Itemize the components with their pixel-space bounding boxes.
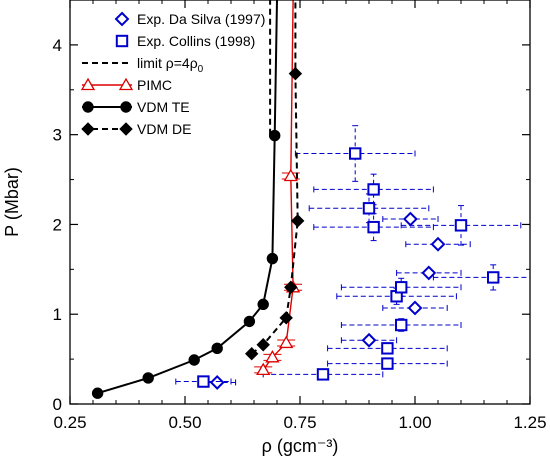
legend-entry-vdmte: VDM TE	[82, 99, 190, 115]
legend-entry-pimc: PIMC	[80, 77, 172, 93]
data-point-pimc-2	[279, 335, 294, 349]
data-point-collins-6	[395, 281, 408, 294]
data-point-vdmte-3	[211, 342, 223, 355]
plot-marks	[91, 0, 530, 399]
x-tick-label: 1.25	[513, 413, 546, 432]
legend: Exp. Da Silva (1997) Exp. Collins (1998) l…	[80, 11, 265, 137]
legend-label-subscript: 0	[198, 64, 204, 75]
series-collins	[175, 125, 530, 388]
data-point-collins-7	[487, 271, 500, 284]
y-tick-label: 3	[53, 126, 62, 145]
data-point-collins-3	[381, 342, 394, 355]
legend-label-limit: limit ρ=4ρ0	[137, 55, 204, 75]
series-vdmte	[91, 0, 281, 399]
data-point-pimc-1	[265, 350, 280, 363]
data-point-vdmde-5	[288, 66, 303, 81]
data-point-silva-2	[407, 300, 423, 316]
data-point-vdmde-3	[284, 280, 298, 294]
data-point-vdmde-4	[290, 214, 305, 228]
data-point-vdmde-2	[279, 311, 293, 325]
data-point-silva-0	[209, 375, 225, 390]
y-tick-label: 2	[53, 215, 62, 234]
data-point-collins-12	[349, 147, 362, 160]
data-point-collins-10	[362, 202, 376, 215]
legend-marker-collins	[115, 34, 129, 48]
data-point-collins-4	[395, 318, 408, 332]
legend-entry-collins: Exp. Collins (1998)	[115, 33, 255, 49]
legend-label-pimc: PIMC	[137, 77, 172, 93]
data-point-collins-2	[381, 357, 394, 370]
data-point-collins-9	[454, 219, 468, 232]
data-point-vdmte-6	[266, 252, 279, 265]
x-tick-label: 0.25	[53, 413, 86, 432]
data-point-vdmde-1	[256, 338, 270, 352]
legend-label-silva: Exp. Da Silva (1997)	[137, 11, 265, 27]
data-point-silva-3	[421, 265, 437, 281]
data-point-collins-1	[316, 368, 330, 381]
x-tick-label: 0.75	[283, 413, 316, 432]
x-axis-label: ρ (gcm⁻³)	[262, 436, 339, 456]
legend-entry-silva: Exp. Da Silva (1997)	[114, 11, 265, 27]
y-axis-label: P (Mbar)	[2, 167, 22, 237]
data-point-vdmte-5	[257, 298, 269, 311]
legend-marker-pimc	[80, 77, 96, 91]
data-point-collins-8	[367, 220, 380, 234]
legend-label-vdmde: VDM DE	[137, 121, 191, 137]
axis-ticks: 0.25 0.50 0.75 1.00 1.25 0 1 2 3 4	[53, 0, 547, 432]
y-tick-label: 1	[53, 305, 62, 324]
data-point-pimc-0	[256, 362, 271, 376]
data-point-collins-11	[367, 183, 380, 196]
legend-marker-vdmte	[82, 101, 94, 113]
data-point-vdmte-2	[188, 354, 200, 366]
data-point-vdmte-7	[269, 129, 281, 142]
x-tick-label: 0.50	[168, 413, 201, 432]
y-tick-label: 0	[53, 395, 62, 414]
series-vdmde	[244, 0, 305, 361]
data-point-vdmte-0	[91, 387, 104, 399]
legend-marker-vdmde	[119, 122, 133, 136]
legend-marker-vdmte	[120, 101, 132, 113]
y-tick-label: 4	[53, 36, 62, 55]
legend-marker-silva	[114, 11, 130, 27]
legend-label-collins: Exp. Collins (1998)	[137, 33, 255, 49]
x-tick-label: 1.00	[398, 413, 431, 432]
data-point-silva-4	[430, 236, 446, 252]
data-point-silva-5	[402, 211, 418, 227]
legend-label-vdmte: VDM TE	[137, 99, 190, 115]
legend-entry-limit: limit ρ=4ρ0	[82, 55, 204, 75]
legend-entry-vdmde: VDM DE	[81, 121, 191, 137]
data-point-vdmte-4	[243, 315, 256, 328]
data-point-pimc-4	[283, 168, 298, 182]
data-point-vdmte-1	[142, 372, 154, 384]
legend-marker-pimc	[118, 77, 134, 91]
data-point-collins-0	[197, 375, 210, 388]
series-silva	[198, 211, 471, 390]
legend-marker-vdmde	[81, 122, 95, 136]
data-point-vdmde-0	[244, 347, 259, 361]
data-point-silva-1	[361, 332, 377, 348]
